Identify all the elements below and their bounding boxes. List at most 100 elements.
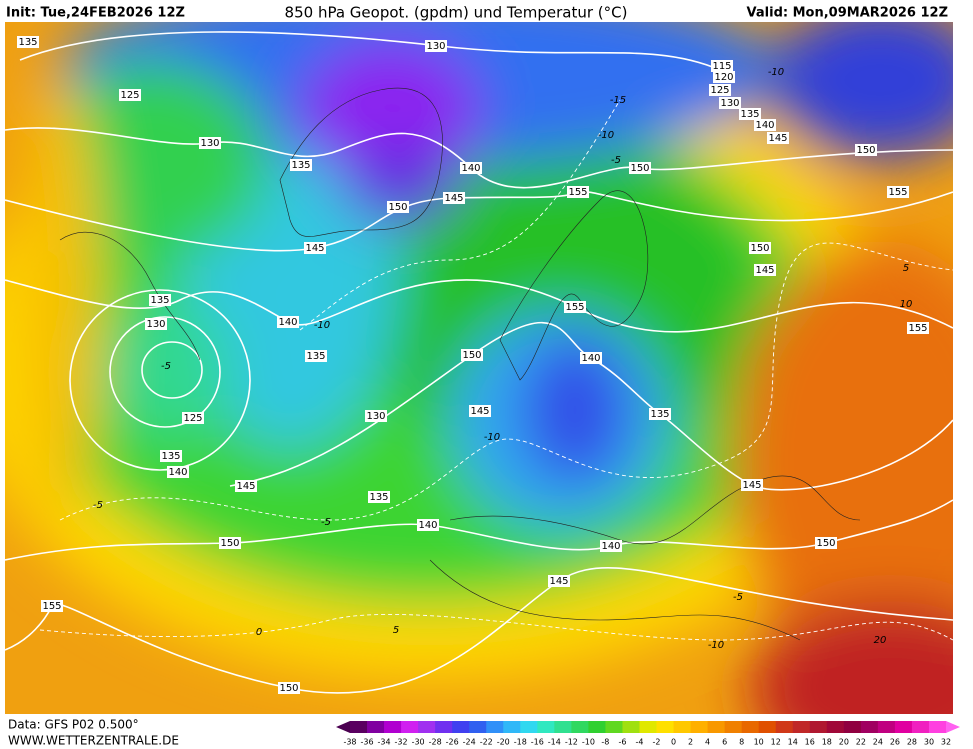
label-background — [649, 408, 671, 420]
geopotential-label: 155 — [568, 187, 587, 198]
label-background — [564, 301, 586, 313]
temperature-label: -10 — [484, 432, 500, 443]
label-background — [719, 97, 741, 109]
colorbar-label: 6 — [722, 738, 727, 747]
colorbar-label: 24 — [873, 738, 883, 747]
colorbar-swatch — [469, 721, 487, 733]
colorbar-swatch — [622, 721, 640, 733]
colorbar-swatch — [418, 721, 436, 733]
geopotential-label: 125 — [120, 90, 139, 101]
colorbar-swatch — [401, 721, 419, 733]
colorbar-label: -10 — [582, 738, 595, 747]
colorbar-swatch — [520, 721, 538, 733]
colorbar-label: -2 — [653, 738, 661, 747]
label-background — [235, 480, 257, 492]
colorbar-label: 2 — [688, 738, 693, 747]
colorbar-swatch — [452, 721, 470, 733]
colorbar-swatch — [588, 721, 606, 733]
label-background — [713, 71, 735, 83]
label-background — [855, 144, 877, 156]
temperature-label: 5 — [903, 263, 909, 274]
colorbar-swatch — [537, 721, 555, 733]
colorbar-label: -28 — [429, 738, 442, 747]
colorbar-swatch — [826, 721, 845, 733]
colorbar-label: 10 — [754, 738, 764, 747]
geopotential-label: 135 — [18, 37, 37, 48]
temperature-label: -5 — [611, 155, 621, 166]
valid-time: Valid: Mon,09MAR2026 12Z — [747, 6, 948, 21]
label-background — [749, 242, 771, 254]
site-url: WWW.WETTERZENTRALE.DE — [8, 734, 179, 748]
colorbar-label: 28 — [907, 738, 917, 747]
geopotential-label: 150 — [388, 202, 407, 213]
geopotential-label: 155 — [42, 601, 61, 612]
label-background — [460, 162, 482, 174]
colorbar-swatch — [809, 721, 828, 733]
geopotential-label: 140 — [601, 541, 620, 552]
geopotential-label: 155 — [565, 302, 584, 313]
temperature-label: 5 — [393, 625, 399, 636]
label-background — [119, 89, 141, 101]
colorbar-label: 30 — [924, 738, 934, 747]
geopotential-label: 145 — [305, 243, 324, 254]
colorbar-label: -14 — [548, 738, 561, 747]
colorbar-swatch — [758, 721, 777, 733]
colorbar-swatch — [877, 721, 896, 733]
label-background — [17, 36, 39, 48]
colorbar-label: -22 — [480, 738, 493, 747]
geopotential-label: 125 — [710, 85, 729, 96]
label-background — [767, 132, 789, 144]
colorbar-label: -26 — [446, 738, 459, 747]
temperature-label: -5 — [321, 517, 331, 528]
label-background — [145, 318, 167, 330]
geopotential-label: 145 — [549, 576, 568, 587]
geopotential-label: 145 — [444, 193, 463, 204]
colorbar-label: -16 — [531, 738, 544, 747]
colorbar-swatch — [486, 721, 504, 733]
geopotential-label: 150 — [816, 538, 835, 549]
geopotential-label: 140 — [418, 520, 437, 531]
label-background — [182, 412, 204, 424]
geopotential-label: 145 — [768, 133, 787, 144]
label-background — [304, 242, 326, 254]
colorbar-swatch — [928, 721, 947, 733]
geopotential-label: 135 — [369, 492, 388, 503]
label-background — [741, 479, 763, 491]
colorbar-swatch — [843, 721, 862, 733]
colorbar-swatch — [775, 721, 794, 733]
geopotential-label: 145 — [755, 265, 774, 276]
colorbar-label: 20 — [839, 738, 849, 747]
colorbar-label: -8 — [601, 738, 609, 747]
geopotential-label: 135 — [161, 451, 180, 462]
label-background — [469, 405, 491, 417]
colorbar-label: -36 — [360, 738, 373, 747]
geopotential-label: 140 — [278, 317, 297, 328]
geopotential-label: 150 — [856, 145, 875, 156]
colorbar-label: 18 — [822, 738, 832, 747]
geopotential-label: 150 — [750, 243, 769, 254]
temperature-label: 10 — [900, 299, 913, 310]
colorbar-swatch — [894, 721, 913, 733]
geopotential-label: 115 — [712, 61, 731, 72]
label-background — [887, 186, 909, 198]
colorbar-swatch — [673, 721, 692, 733]
label-background — [199, 137, 221, 149]
label-background — [754, 119, 776, 131]
colorbar: -38 -36 -34 -32 -30 -28 -26 -24 -22 -20 -18 -16 -14-… — [336, 721, 960, 747]
colorbar-label: -4 — [635, 738, 643, 747]
geopotential-label: 140 — [755, 120, 774, 131]
label-background — [305, 350, 327, 362]
colorbar-swatch — [571, 721, 589, 733]
temperature-label: -10 — [598, 130, 614, 141]
geopotential-label: 135 — [306, 351, 325, 362]
geopotential-label: 130 — [200, 138, 219, 149]
colorbar-swatch — [911, 721, 930, 733]
geopotential-label: 145 — [742, 480, 761, 491]
geopotential-label: 140 — [581, 353, 600, 364]
colorbar-label: 32 — [941, 738, 951, 747]
label-background — [815, 537, 837, 549]
temperature-label: -10 — [314, 320, 330, 331]
label-background — [368, 491, 390, 503]
